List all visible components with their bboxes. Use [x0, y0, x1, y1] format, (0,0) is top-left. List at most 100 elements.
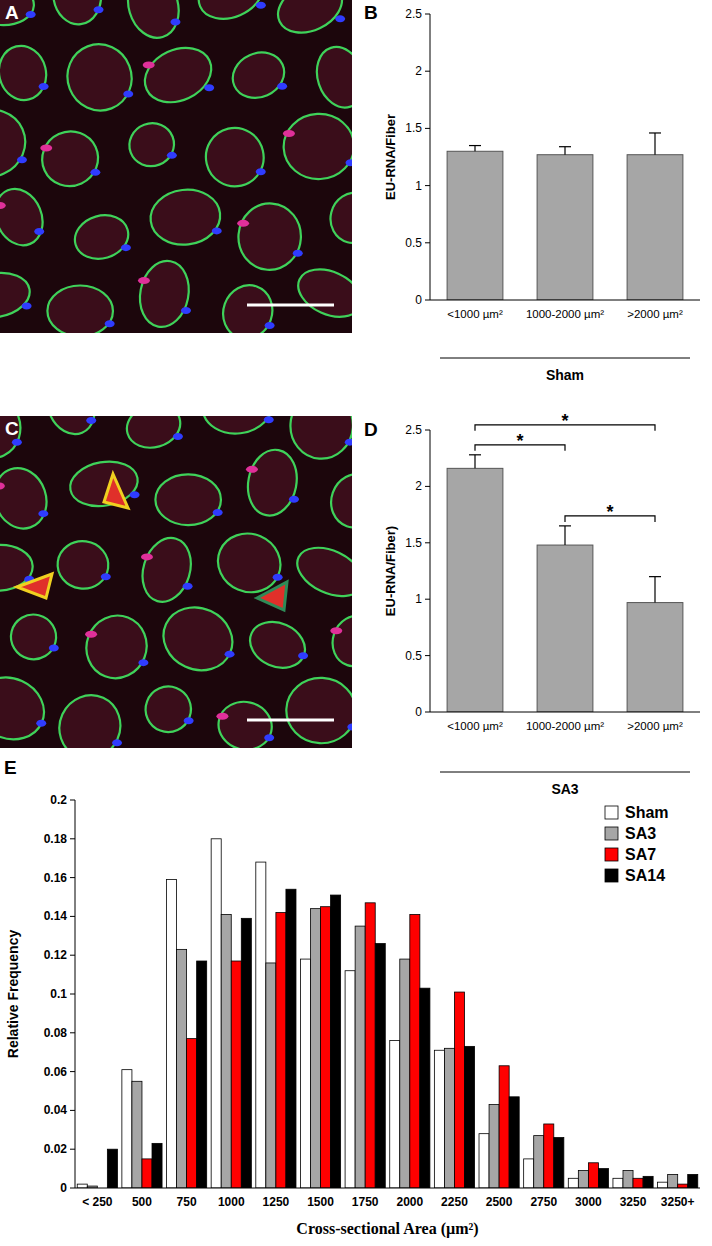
tick	[425, 71, 430, 72]
fiber	[324, 467, 352, 534]
nucleus	[123, 90, 133, 97]
nucleus	[94, 6, 104, 13]
tick	[425, 300, 430, 301]
labeled-nucleus	[246, 466, 258, 473]
labeled-nucleus	[0, 483, 5, 490]
bar	[266, 963, 276, 1188]
legend-swatch	[605, 848, 618, 861]
tick	[425, 185, 430, 186]
fiber	[0, 416, 31, 468]
tick	[70, 994, 75, 995]
micrograph	[0, 416, 352, 748]
fiber	[226, 45, 292, 106]
significance-star: *	[516, 431, 523, 451]
fiber	[285, 676, 352, 744]
bar	[578, 1171, 588, 1188]
nucleus	[335, 15, 345, 22]
nucleus	[346, 159, 352, 166]
fiber	[282, 112, 352, 181]
bar	[499, 1066, 509, 1188]
bar	[390, 1041, 400, 1188]
bar	[447, 468, 503, 712]
labeled-nucleus	[143, 61, 155, 68]
nucleus	[105, 320, 115, 327]
nucleus	[293, 250, 303, 257]
category-label: <1000 µm²	[447, 720, 503, 732]
fiber	[326, 610, 352, 673]
nucleus	[17, 156, 27, 163]
tick-label: 0.5	[405, 649, 422, 663]
error-bar	[649, 133, 661, 155]
labeled-nucleus	[283, 130, 295, 137]
tick	[425, 599, 430, 600]
bar	[588, 1163, 598, 1188]
bar	[465, 1046, 475, 1188]
fiber	[243, 446, 303, 520]
nucleus	[256, 2, 266, 9]
category-label: 1250	[263, 1195, 290, 1209]
fiber	[136, 38, 220, 113]
tick-label: 0.08	[44, 1026, 68, 1040]
category-label: 500	[132, 1195, 152, 1209]
scale-bar	[247, 719, 334, 722]
tick	[425, 242, 430, 243]
fiber	[309, 41, 352, 114]
bar	[300, 959, 310, 1188]
tick-label: 0	[415, 293, 422, 307]
tick-label: 1.5	[405, 121, 422, 135]
panel-label: B	[364, 2, 378, 23]
labeled-nucleus	[40, 144, 52, 151]
group-line	[440, 772, 690, 773]
error-bar	[559, 147, 571, 155]
tick-label: 1.5	[405, 536, 422, 550]
x-axis	[430, 712, 700, 713]
tick-label: 2.5	[405, 423, 422, 437]
nucleus	[26, 11, 36, 18]
nucleus	[101, 573, 111, 580]
category-label: < 250	[82, 1195, 113, 1209]
fiber	[148, 186, 224, 248]
bar	[221, 914, 231, 1188]
tick	[425, 128, 430, 129]
fiber	[50, 0, 105, 27]
category-label: 2000	[396, 1195, 423, 1209]
panel-label: A	[5, 2, 19, 23]
category-label: 1750	[352, 1195, 379, 1209]
fiber	[200, 122, 269, 192]
arrowhead	[257, 582, 287, 610]
error-cap	[469, 454, 481, 455]
bar	[132, 1081, 142, 1188]
bar	[454, 992, 464, 1188]
fiber	[135, 532, 198, 608]
fiber	[0, 268, 33, 323]
fiber	[70, 209, 134, 265]
bar	[197, 961, 207, 1188]
nucleus	[345, 439, 352, 446]
bar	[524, 1159, 534, 1188]
micrograph	[0, 0, 352, 333]
category-label: >2000 µm²	[627, 720, 683, 732]
bar	[447, 151, 503, 300]
bar	[613, 1178, 623, 1188]
fiber	[33, 122, 107, 195]
tick-label: 0	[415, 705, 422, 719]
tick-label: 0.04	[44, 1103, 68, 1117]
fiber	[6, 610, 60, 664]
bar	[321, 907, 331, 1188]
fiber	[121, 0, 187, 44]
x-label: SA3	[551, 781, 578, 797]
bar	[627, 603, 683, 712]
x-label: Cross-sectional Area (µm²)	[296, 1220, 478, 1238]
fiber	[49, 685, 131, 748]
legend-swatch	[605, 806, 618, 819]
tick	[425, 14, 430, 15]
nucleus	[225, 651, 235, 658]
category-label: 3250+	[661, 1195, 695, 1209]
bar	[231, 961, 241, 1188]
fiber	[243, 614, 312, 677]
category-label: 750	[177, 1195, 197, 1209]
tick-label: 0.14	[44, 909, 68, 923]
fiber	[77, 607, 156, 687]
fiber	[39, 416, 103, 441]
bar	[152, 1143, 162, 1188]
